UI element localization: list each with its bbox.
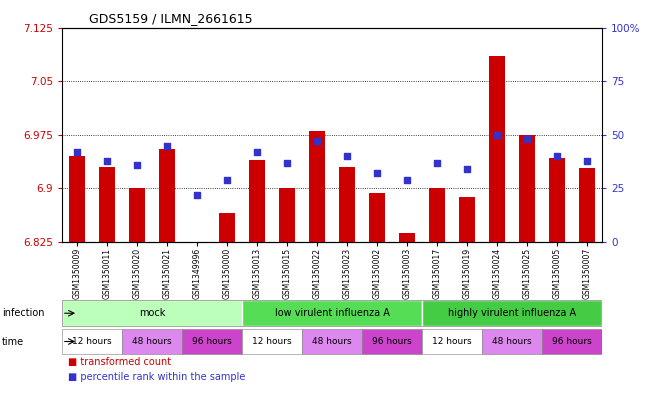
Text: 12 hours: 12 hours xyxy=(432,337,472,346)
Point xyxy=(342,153,352,160)
Text: time: time xyxy=(2,336,24,347)
Bar xyxy=(122,329,182,354)
Text: GDS5159 / ILMN_2661615: GDS5159 / ILMN_2661615 xyxy=(89,12,253,25)
Bar xyxy=(362,329,422,354)
Bar xyxy=(98,167,115,242)
Text: 12 hours: 12 hours xyxy=(72,337,112,346)
Bar xyxy=(159,149,175,242)
Point xyxy=(582,158,592,164)
Point xyxy=(161,142,172,149)
Text: 48 hours: 48 hours xyxy=(132,337,172,346)
Bar xyxy=(302,329,362,354)
Bar xyxy=(579,169,596,242)
Bar xyxy=(519,135,535,242)
Point xyxy=(402,177,412,183)
Text: ■ transformed count: ■ transformed count xyxy=(68,356,171,367)
Point xyxy=(132,162,142,168)
Bar xyxy=(309,131,326,242)
Point xyxy=(72,149,82,155)
Point xyxy=(372,170,382,176)
Bar xyxy=(339,167,355,242)
Text: highly virulent influenza A: highly virulent influenza A xyxy=(448,308,576,318)
Point xyxy=(462,166,473,172)
Point xyxy=(432,160,442,166)
Text: infection: infection xyxy=(2,308,44,318)
Text: mock: mock xyxy=(139,308,165,318)
Text: 12 hours: 12 hours xyxy=(252,337,292,346)
Text: 48 hours: 48 hours xyxy=(492,337,532,346)
Point xyxy=(312,138,322,144)
Text: 96 hours: 96 hours xyxy=(192,337,232,346)
Text: 96 hours: 96 hours xyxy=(372,337,412,346)
Bar xyxy=(62,301,242,326)
Bar xyxy=(422,301,602,326)
Bar xyxy=(242,301,422,326)
Bar xyxy=(68,156,85,242)
Bar xyxy=(482,329,542,354)
Bar xyxy=(489,56,505,242)
Bar xyxy=(242,329,302,354)
Point xyxy=(552,153,562,160)
Point xyxy=(282,160,292,166)
Bar xyxy=(279,188,296,242)
Bar xyxy=(429,188,445,242)
Point xyxy=(222,177,232,183)
Point xyxy=(522,136,533,142)
Point xyxy=(252,149,262,155)
Point xyxy=(191,192,202,198)
Bar xyxy=(62,329,122,354)
Bar xyxy=(182,329,242,354)
Bar xyxy=(459,197,475,242)
Bar xyxy=(129,188,145,242)
Bar xyxy=(422,329,482,354)
Point xyxy=(492,132,503,138)
Bar xyxy=(399,233,415,242)
Text: 96 hours: 96 hours xyxy=(552,337,592,346)
Text: 48 hours: 48 hours xyxy=(312,337,352,346)
Text: ■ percentile rank within the sample: ■ percentile rank within the sample xyxy=(68,372,245,382)
Bar xyxy=(549,158,566,242)
Bar xyxy=(249,160,265,242)
Bar xyxy=(368,193,385,242)
Bar xyxy=(219,213,235,242)
Point xyxy=(102,158,112,164)
Text: low virulent influenza A: low virulent influenza A xyxy=(275,308,389,318)
Bar xyxy=(542,329,602,354)
